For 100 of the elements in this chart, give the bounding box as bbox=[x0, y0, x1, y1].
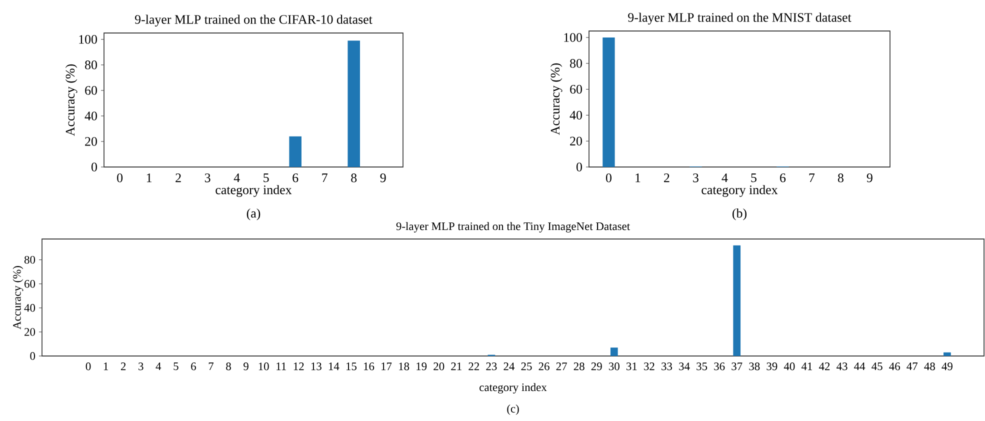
x-tick-label: 36 bbox=[714, 362, 725, 370]
x-tick-label: 21 bbox=[451, 362, 462, 370]
x-tick-label: 4 bbox=[722, 174, 728, 182]
x-tick-label: 38 bbox=[749, 362, 760, 370]
x-tick-label: 49 bbox=[942, 362, 952, 370]
x-tick-label: 14 bbox=[328, 362, 340, 370]
x-tick-label: 39 bbox=[766, 362, 778, 370]
x-tick-label: 9 bbox=[380, 174, 386, 182]
x-tick-label: 0 bbox=[117, 174, 123, 182]
y-tick-label: 40 bbox=[24, 304, 36, 312]
y-tick-label: 20 bbox=[570, 136, 582, 146]
text: (a) bbox=[246, 208, 260, 220]
x-tick-label: 2 bbox=[120, 362, 126, 370]
x-tick-label: 1 bbox=[146, 174, 152, 182]
text: (b) bbox=[732, 208, 746, 220]
x-tick-label: 17 bbox=[382, 362, 392, 370]
x-tick-label: 28 bbox=[574, 362, 584, 370]
y-tick-label: 0 bbox=[576, 162, 582, 172]
x-tick-label: 11 bbox=[276, 362, 286, 370]
y-tick-label: 60 bbox=[85, 86, 97, 95]
x-tick-label: 3 bbox=[204, 174, 210, 182]
x-tick-label: 15 bbox=[346, 362, 356, 370]
x-tick-label: 10 bbox=[258, 362, 269, 370]
x-tick-label: 9 bbox=[866, 174, 872, 182]
x-tick-label: 20 bbox=[434, 362, 444, 370]
y-tick-label: 60 bbox=[24, 280, 36, 288]
x-tick-label: 6 bbox=[780, 174, 786, 182]
x-tick-label: 0 bbox=[606, 174, 612, 182]
x-tick-label: 7 bbox=[322, 174, 328, 182]
y-tick-label: 60 bbox=[570, 84, 582, 94]
x-tick-label: 5 bbox=[751, 174, 756, 182]
y-tick-label: 100 bbox=[564, 33, 582, 42]
x-tick-label: 25 bbox=[521, 362, 532, 370]
y-tick-label: 80 bbox=[85, 60, 97, 70]
x-tick-label: 5 bbox=[174, 362, 178, 370]
x-tick-label: 12 bbox=[294, 362, 304, 370]
x-tick-label: 23 bbox=[486, 362, 497, 370]
x-axis-title: category index bbox=[216, 185, 292, 197]
x-tick-label: 33 bbox=[662, 362, 672, 370]
y-tick-label: 0 bbox=[30, 352, 36, 360]
x-tick-label: 7 bbox=[208, 362, 214, 370]
y-tick-label: 20 bbox=[24, 328, 36, 336]
x-tick-label: 4 bbox=[234, 174, 240, 182]
x-tick-label: 1 bbox=[104, 362, 108, 370]
x-tick-label: 2 bbox=[176, 174, 181, 182]
x-tick-label: 34 bbox=[679, 362, 690, 370]
x-tick-label: 19 bbox=[416, 362, 427, 370]
y-axis-title: Accuracy (%) bbox=[550, 63, 562, 136]
x-tick-label: 26 bbox=[538, 362, 550, 370]
x-tick-label: 4 bbox=[156, 362, 162, 370]
text: (c) bbox=[507, 404, 519, 415]
x-tick-label: 1 bbox=[636, 174, 640, 182]
x-tick-label: 3 bbox=[693, 174, 698, 182]
x-tick-label: 18 bbox=[399, 362, 410, 370]
x-tick-label: 43 bbox=[836, 362, 848, 370]
x-tick-label: 2 bbox=[664, 174, 670, 182]
y-axis-title: Accuracy (%) bbox=[65, 64, 78, 136]
x-tick-label: 16 bbox=[364, 362, 374, 370]
x-tick-label: 9 bbox=[244, 362, 248, 370]
x-tick-label: 6 bbox=[191, 362, 196, 370]
x-tick-label: 8 bbox=[838, 174, 844, 182]
x-tick-label: 35 bbox=[696, 362, 708, 370]
x-tick-label: 30 bbox=[608, 362, 620, 370]
x-tick-label: 8 bbox=[226, 362, 231, 370]
y-tick-label: 0 bbox=[92, 162, 97, 172]
x-tick-label: 8 bbox=[351, 174, 357, 182]
x-tick-label: 5 bbox=[264, 174, 269, 182]
y-tick-label: 80 bbox=[570, 59, 582, 68]
x-tick-label: 29 bbox=[591, 362, 602, 370]
x-tick-label: 7 bbox=[809, 174, 815, 182]
x-tick-label: 47 bbox=[906, 362, 918, 370]
x-tick-label: 41 bbox=[801, 362, 812, 370]
x-tick-label: 3 bbox=[138, 362, 144, 370]
x-tick-label: 42 bbox=[818, 362, 830, 370]
x-tick-label: 45 bbox=[872, 362, 882, 370]
chart-title: 9-layer MLP trained on the Tiny ImageNet Dataset bbox=[396, 222, 630, 232]
bar bbox=[944, 352, 951, 356]
x-tick-label: 48 bbox=[924, 362, 935, 370]
y-tick-label: 20 bbox=[85, 137, 97, 146]
chart-title: 9-layer MLP trained on the MNIST dataset bbox=[628, 12, 852, 24]
x-tick-label: 13 bbox=[311, 362, 322, 370]
y-axis-title: Accuracy (%) bbox=[12, 266, 24, 330]
x-tick-label: 46 bbox=[889, 362, 900, 370]
x-tick-label: 32 bbox=[644, 362, 654, 370]
x-axis-title: category index bbox=[702, 185, 778, 197]
y-tick-label: 40 bbox=[84, 112, 97, 120]
x-axis-title: category index bbox=[480, 383, 547, 394]
y-tick-label: 40 bbox=[570, 110, 582, 120]
x-tick-label: 27 bbox=[556, 362, 567, 370]
x-tick-label: 24 bbox=[504, 362, 515, 370]
y-tick-label: 100 bbox=[79, 35, 97, 44]
x-tick-label: 31 bbox=[626, 362, 637, 370]
x-tick-label: 44 bbox=[854, 362, 866, 370]
bar bbox=[733, 245, 741, 356]
bar bbox=[610, 348, 618, 356]
x-tick-label: 6 bbox=[292, 174, 298, 182]
x-tick-label: 37 bbox=[732, 362, 742, 370]
chart-title: 9-layer MLP trained on the CIFAR-10 dataset bbox=[134, 14, 372, 26]
x-tick-label: 22 bbox=[468, 362, 480, 370]
y-tick-label: 80 bbox=[24, 256, 36, 264]
